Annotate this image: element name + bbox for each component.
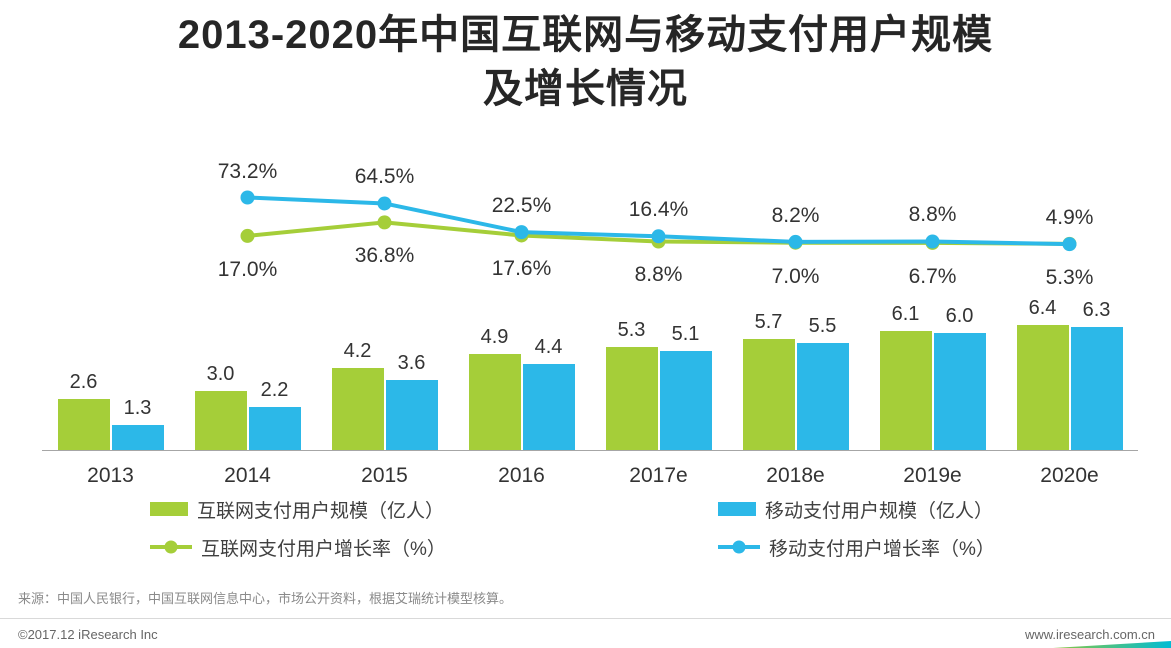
line-marker-icon: [651, 229, 666, 244]
bar-mobile-2013: [111, 425, 164, 450]
bar-mobile-2014: [248, 407, 301, 450]
bar-internet-2020e: [1016, 325, 1069, 450]
bar-value-label: 5.3: [617, 319, 646, 341]
chart-title: 2013-2020年中国互联网与移动支付用户规模 及增长情况: [0, 8, 1171, 116]
growth-rate-label: 5.3%: [1045, 265, 1094, 289]
bar-mobile-2018e: [796, 343, 849, 450]
legend-item-internet-users: 互联网支付用户规模（亿人）: [150, 496, 444, 522]
bar-value-label: 5.7: [754, 311, 783, 333]
line-marker-icon: [377, 196, 392, 211]
chart-title-line1: 2013-2020年中国互联网与移动支付用户规模: [177, 13, 994, 57]
source-note: 来源：中国人民银行，中国互联网信息中心，市场公开资料，根据艾瑞统计模型核算。: [18, 591, 513, 606]
x-axis-line: [42, 450, 1138, 451]
bar-internet-2014: [194, 391, 247, 450]
x-axis-label-2016: 2016: [498, 464, 545, 487]
growth-rate-label: 16.4%: [628, 198, 689, 222]
bar-value-label: 1.3: [123, 397, 152, 419]
legend-swatch-mobile-users: [718, 502, 756, 516]
x-axis-label-2019e: 2019e: [903, 464, 962, 487]
bar-value-label: 6.0: [945, 305, 974, 327]
bar-value-label: 6.1: [891, 303, 920, 325]
bar-internet-2013: [57, 399, 110, 450]
bar-value-label: 3.0: [206, 363, 235, 385]
legend-line-dot-icon: [164, 540, 178, 554]
footer-divider: [0, 618, 1171, 619]
growth-rate-label: 6.7%: [908, 264, 957, 288]
growth-rate-label: 17.6%: [491, 257, 552, 281]
growth-rate-label: 73.2%: [217, 159, 278, 183]
growth-rate-label: 36.8%: [354, 244, 415, 268]
legend-item-mobile-growth: 移动支付用户增长率（%）: [718, 534, 995, 560]
growth-rate-label: 8.8%: [908, 203, 957, 227]
bar-mobile-2020e: [1070, 327, 1123, 450]
bar-value-label: 3.6: [397, 352, 426, 374]
bar-internet-2017e: [605, 347, 658, 450]
growth-rate-label: 4.9%: [1045, 206, 1094, 230]
bar-value-label: 6.3: [1082, 299, 1111, 321]
bar-value-label: 5.1: [671, 323, 700, 345]
growth-rate-label: 17.0%: [217, 257, 278, 281]
bar-value-label: 2.6: [69, 371, 98, 393]
line-marker-icon: [925, 235, 940, 250]
bar-internet-2015: [331, 368, 384, 450]
bar-value-label: 6.4: [1028, 297, 1057, 319]
bar-value-label: 2.2: [260, 379, 289, 401]
line-marker-icon: [925, 234, 940, 249]
line-marker-icon: [651, 234, 666, 249]
growth-rate-label: 64.5%: [354, 165, 415, 189]
bar-internet-2016: [468, 354, 521, 450]
bar-internet-2018e: [742, 339, 795, 450]
bar-value-label: 5.5: [808, 315, 837, 337]
bar-mobile-2017e: [659, 351, 712, 450]
line-marker-icon: [514, 228, 529, 243]
bar-value-label: 4.2: [343, 340, 372, 362]
line-marker-icon: [1062, 236, 1077, 251]
bar-mobile-2019e: [933, 333, 986, 450]
line-marker-icon: [377, 215, 392, 230]
line-marker-icon: [788, 234, 803, 249]
x-axis-label-2014: 2014: [224, 464, 271, 487]
x-axis-label-2020e: 2020e: [1040, 464, 1099, 487]
bar-value-label: 4.9: [480, 326, 509, 348]
line-marker-icon: [240, 228, 255, 243]
chart-title-line2: 及增长情况: [483, 67, 688, 111]
x-axis-label-2013: 2013: [87, 464, 134, 487]
growth-rate-label: 8.2%: [771, 203, 820, 227]
legend-swatch-internet-users: [150, 502, 188, 516]
line-marker-icon: [514, 225, 529, 240]
legend-item-mobile-users: 移动支付用户规模（亿人）: [718, 496, 993, 522]
x-axis-label-2018e: 2018e: [766, 464, 825, 487]
website-text: www.iresearch.com.cn: [1024, 627, 1155, 642]
x-axis-label-2017e: 2017e: [629, 464, 688, 487]
legend-label-internet-growth: 互联网支付用户增长率（%）: [201, 538, 446, 560]
legend-label-mobile-users: 移动支付用户规模（亿人）: [765, 500, 994, 522]
bar-mobile-2016: [522, 364, 575, 450]
growth-rate-label: 22.5%: [491, 194, 552, 218]
legend-label-mobile-growth: 移动支付用户增长率（%）: [769, 538, 995, 560]
legend-swatch-mobile-growth: [718, 540, 760, 554]
legend-item-internet-growth: 互联网支付用户增长率（%）: [150, 534, 446, 560]
bar-internet-2019e: [879, 331, 932, 450]
corner-ribbon: [1053, 641, 1171, 648]
bar-mobile-2015: [385, 380, 438, 450]
line-marker-icon: [1062, 237, 1077, 252]
growth-rate-label: 7.0%: [771, 264, 820, 288]
legend-line-dot-icon: [732, 540, 746, 554]
growth-rate-label: 8.8%: [634, 263, 683, 287]
line-marker-icon: [240, 190, 255, 205]
x-axis-label-2015: 2015: [361, 464, 408, 487]
legend-swatch-internet-growth: [150, 540, 192, 554]
legend-label-internet-users: 互联网支付用户规模（亿人）: [197, 500, 445, 522]
line-marker-icon: [788, 235, 803, 250]
copyright-text: ©2017.12 iResearch Inc: [18, 627, 158, 642]
bar-value-label: 4.4: [534, 336, 563, 358]
